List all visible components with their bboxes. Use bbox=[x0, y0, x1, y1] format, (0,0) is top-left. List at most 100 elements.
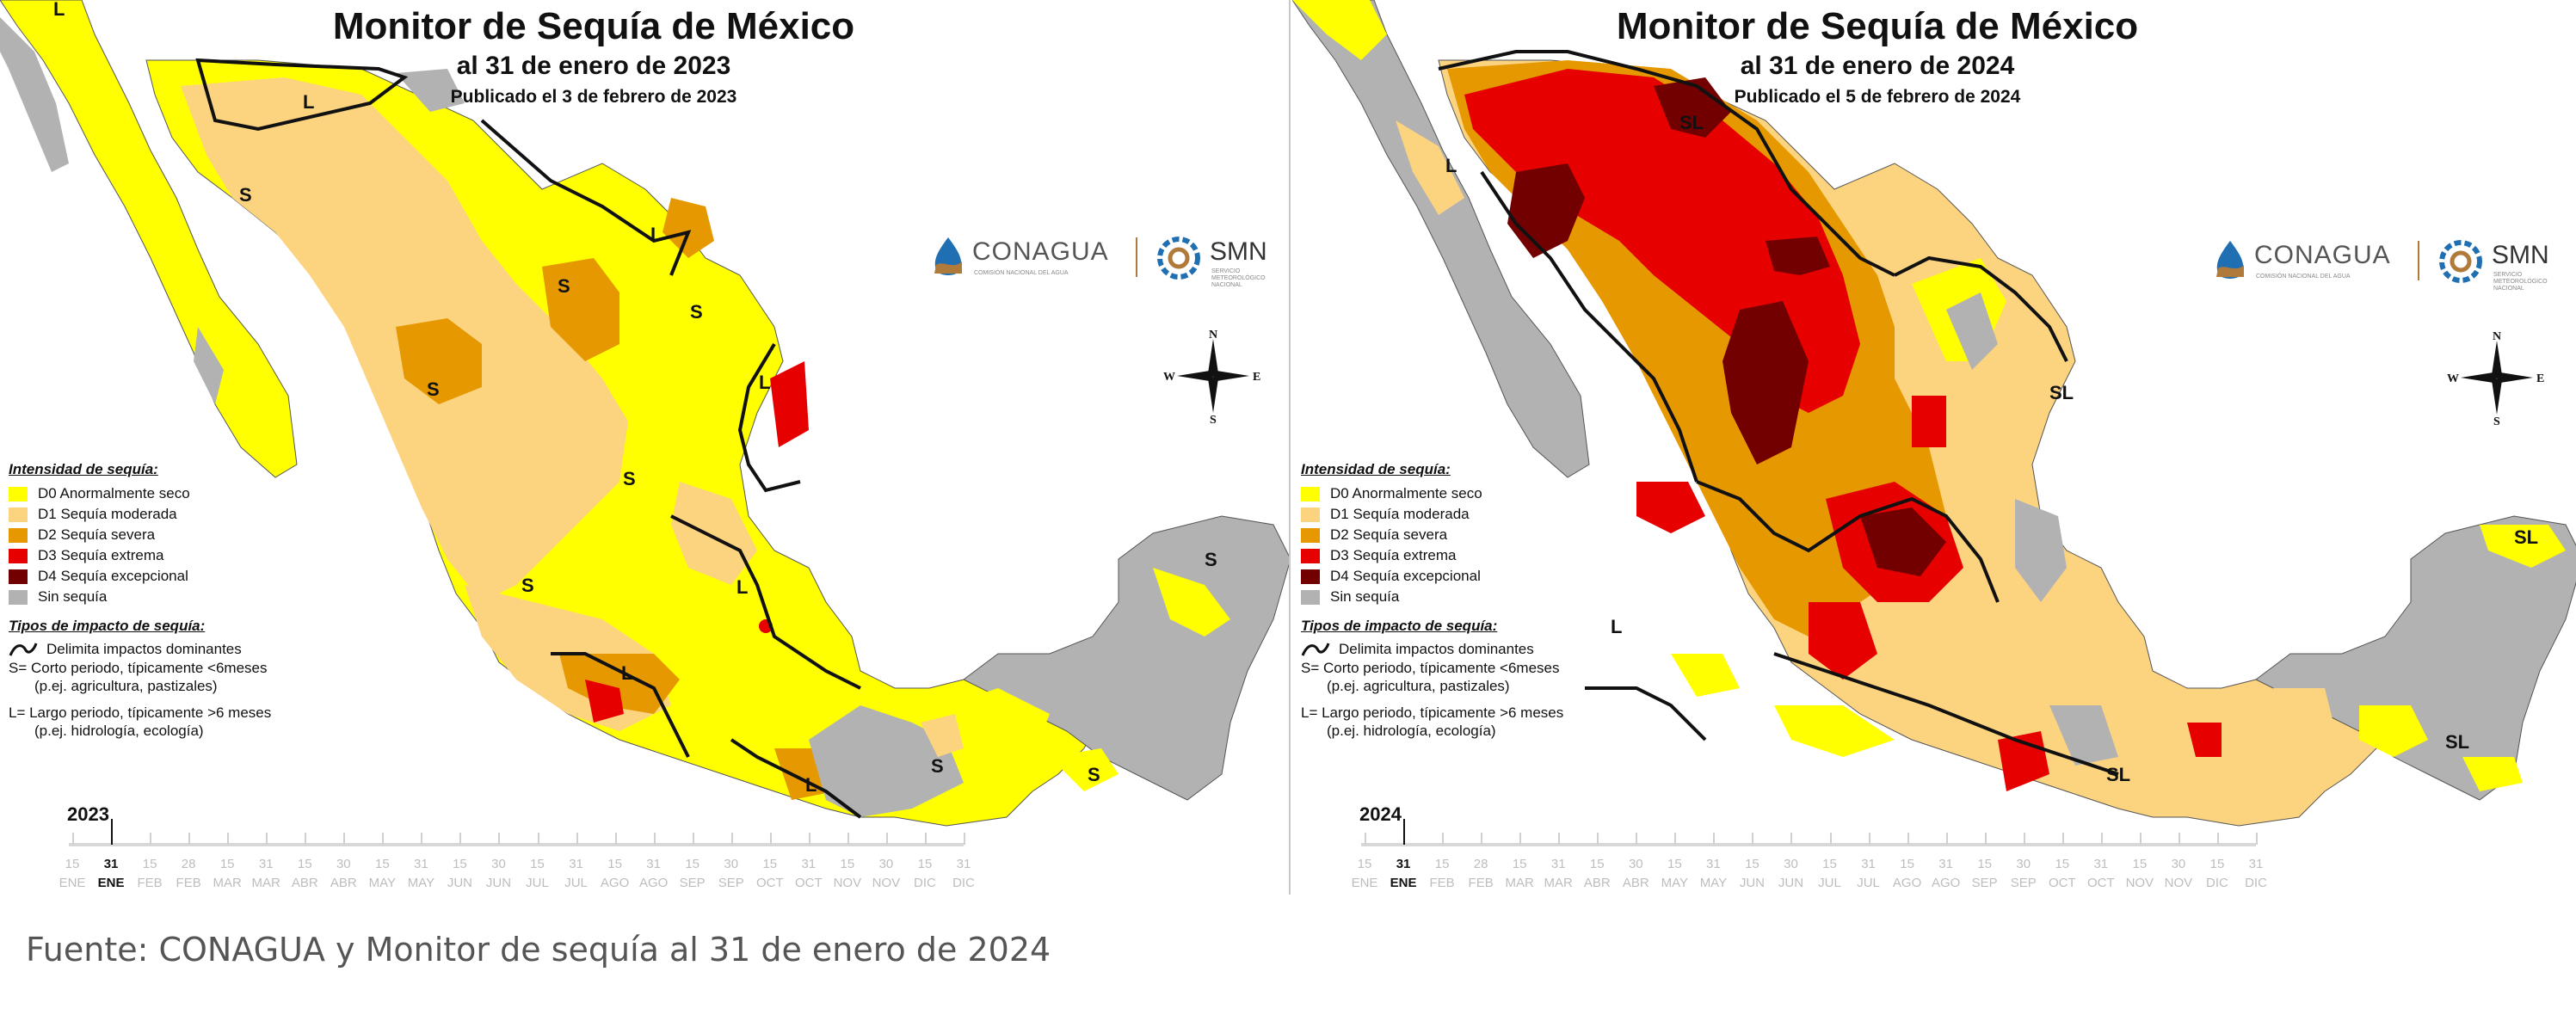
timeline-month-label: MAR bbox=[213, 876, 242, 890]
timeline-month-label: AGO bbox=[638, 876, 669, 890]
timeline-tick bbox=[1636, 833, 1638, 845]
timeline-tick bbox=[1790, 833, 1793, 845]
timeline-day-label: 30 bbox=[336, 857, 351, 871]
timeline-month-label: NOV bbox=[833, 876, 862, 890]
legend: Intensidad de sequía: D0 Anormalmente se… bbox=[1301, 461, 1611, 740]
impact-boundary-4 bbox=[1696, 480, 2000, 603]
region-baja-d1 bbox=[1396, 120, 1464, 215]
timeline-month-label: FEB bbox=[137, 876, 163, 890]
impact-boundary-5 bbox=[551, 652, 690, 758]
timeline-tick bbox=[1365, 833, 1366, 845]
region-label: S bbox=[521, 575, 534, 596]
conagua-subtitle: COMISIÓN NACIONAL DEL AGUA bbox=[2256, 274, 2351, 280]
timeline-day-label: 15 bbox=[1822, 857, 1837, 871]
timeline-day-label: 15 bbox=[2132, 857, 2148, 871]
timeline-tick bbox=[885, 833, 888, 845]
impact-boundary-5 bbox=[1773, 652, 2119, 776]
timeline-tick bbox=[421, 833, 423, 845]
region-label: SL bbox=[2049, 382, 2074, 403]
region-d4-e bbox=[1860, 508, 1946, 576]
region-d1-c bbox=[671, 482, 757, 585]
smn-name: SMN bbox=[1210, 237, 1267, 266]
timeline-tick bbox=[964, 833, 965, 845]
timeline-month-label: ABR bbox=[291, 876, 318, 890]
timeline-month-label: JUN bbox=[485, 876, 512, 890]
smn-logo bbox=[1157, 237, 1200, 280]
region-label: L bbox=[621, 662, 632, 684]
timeline-tick bbox=[382, 833, 385, 845]
map-title-block: Monitor de Sequía de México al 31 de ene… bbox=[1611, 3, 2144, 112]
impact-l-text: L= Largo periodo, típicamente >6 meses (p… bbox=[1301, 704, 1564, 739]
timeline-tick bbox=[1984, 833, 1987, 845]
timeline-day-label: 15 bbox=[297, 857, 312, 871]
timeline-month-label: ENE bbox=[1351, 876, 1378, 890]
timeline-tick bbox=[1674, 833, 1677, 845]
timeline-tick bbox=[2023, 833, 2025, 845]
timeline-tick bbox=[1829, 833, 1832, 845]
timeline-month-label: NOV bbox=[2125, 876, 2154, 890]
timeline-day-label: 31 bbox=[258, 857, 274, 871]
timeline-month-label: NOV bbox=[872, 876, 901, 890]
conagua-logo bbox=[934, 237, 962, 275]
region-yucatan-d0-c bbox=[2462, 757, 2523, 791]
timeline-tick bbox=[1442, 833, 1445, 845]
region-d3-a bbox=[770, 361, 809, 447]
timeline-month-label: AGO bbox=[600, 876, 630, 890]
timeline-month-label: SEP bbox=[2010, 876, 2037, 890]
timeline-month-label: DIC bbox=[2245, 876, 2267, 890]
timeline-tick bbox=[227, 833, 230, 845]
timeline-tick bbox=[72, 833, 74, 845]
timeline-day-label: 28 bbox=[181, 857, 196, 871]
region-yucatan-d0-c bbox=[1050, 748, 1119, 791]
region-label: L bbox=[53, 0, 65, 20]
region-label: S bbox=[1088, 764, 1100, 785]
timeline-tick bbox=[1481, 833, 1483, 845]
timeline-day-label: 30 bbox=[724, 857, 739, 871]
timeline-day-label: 31 bbox=[1938, 857, 1953, 871]
timeline-month-label: ENE bbox=[1390, 876, 1417, 890]
timeline-month-label: MAY bbox=[1699, 876, 1728, 890]
map-divider bbox=[1289, 0, 1291, 895]
compass-s: S bbox=[1210, 414, 1217, 423]
timeline-day-label: 31 bbox=[801, 857, 817, 871]
region-yucatan-d0 bbox=[1153, 568, 1230, 637]
legend-item-none: Sin sequía bbox=[9, 587, 318, 607]
impact-boundary-2 bbox=[480, 119, 692, 276]
timeline-tick bbox=[2256, 833, 2258, 845]
timeline-day-label: 31 bbox=[1550, 857, 1566, 871]
compass-w: W bbox=[2447, 372, 2459, 385]
timeline-day-label: 15 bbox=[530, 857, 545, 871]
map-title-block: Monitor de Sequía de México al 31 de ene… bbox=[327, 3, 860, 112]
timeline-month-label: JUN bbox=[1778, 876, 1804, 890]
legend-item-d2: D2 Sequía severa bbox=[9, 525, 318, 545]
boundary-line-icon bbox=[9, 643, 38, 656]
timeline-day-label: 30 bbox=[878, 857, 894, 871]
impact-boundary-3 bbox=[737, 342, 801, 493]
timeline-day-label: 31 bbox=[646, 857, 661, 871]
region-d3-g bbox=[1912, 396, 1946, 447]
timeline-day-label: 31 bbox=[2248, 857, 2264, 871]
timeline-tick bbox=[614, 833, 617, 845]
region-label: L bbox=[805, 774, 817, 796]
timeline-day-label: 15 bbox=[1589, 857, 1605, 871]
timeline-day-label: 31 bbox=[569, 857, 583, 871]
timeline-tick bbox=[2178, 833, 2180, 845]
timeline-day-label: 15 bbox=[142, 857, 157, 871]
timeline-month-label: ENE bbox=[59, 876, 86, 890]
timeline-tick bbox=[692, 833, 694, 845]
region-d3-b bbox=[585, 680, 624, 723]
timeline-day-label: 15 bbox=[607, 857, 622, 871]
smn-subtitle: SERVICIO METEOROLÓGICO NACIONAL bbox=[2493, 272, 2548, 292]
mexico-drought-map-2023: L L S L S S S L S S L L S S L S S bbox=[0, 0, 1291, 827]
region-d3-f bbox=[2187, 723, 2222, 757]
smn-name: SMN bbox=[2492, 241, 2549, 269]
timeline-day-label: 15 bbox=[1667, 857, 1682, 871]
impact-line-row: Delimita impactos dominantes bbox=[9, 640, 318, 659]
timeline-month-label: SEP bbox=[679, 876, 706, 890]
smn-subtitle: SERVICIO METEOROLÓGICO NACIONAL bbox=[1211, 268, 1266, 288]
timeline-day-label: 15 bbox=[375, 857, 390, 871]
timeline-year: 2024 bbox=[1359, 803, 1402, 825]
conagua-subtitle: COMISIÓN NACIONAL DEL AGUA bbox=[974, 270, 1069, 276]
legend-item-d3: D3 Sequía extrema bbox=[1301, 545, 1611, 566]
legend-item-d0: D0 Anormalmente seco bbox=[9, 483, 318, 504]
